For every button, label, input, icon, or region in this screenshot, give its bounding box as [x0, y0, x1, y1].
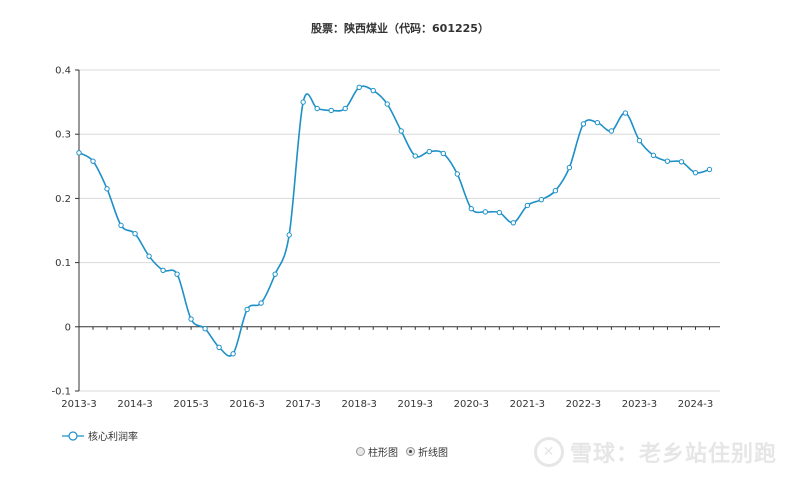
x-tick-label: 2018-3: [342, 399, 377, 410]
data-point[interactable]: [650, 152, 657, 159]
x-tick-label: 2024-3: [678, 399, 713, 410]
data-point[interactable]: [426, 148, 432, 155]
data-point[interactable]: [244, 306, 250, 313]
data-point[interactable]: [454, 171, 460, 177]
data-point[interactable]: [706, 166, 713, 173]
legend-label: 核心利润率: [88, 432, 138, 443]
x-tick-label: 2015-3: [173, 399, 208, 410]
y-tick-label: 0.4: [55, 66, 71, 77]
data-point[interactable]: [342, 105, 348, 112]
data-point[interactable]: [594, 119, 601, 126]
toggle-line-chart[interactable]: 折线图: [406, 444, 448, 459]
y-tick-label: 0.2: [55, 194, 71, 205]
data-point[interactable]: [314, 105, 320, 112]
data-point[interactable]: [132, 231, 138, 237]
data-point[interactable]: [566, 164, 573, 171]
data-point[interactable]: [482, 209, 489, 215]
data-point[interactable]: [468, 205, 475, 212]
data-point[interactable]: [412, 153, 418, 159]
data-point[interactable]: [300, 99, 306, 105]
x-tick-label: 2013-3: [61, 399, 96, 410]
data-point[interactable]: [272, 271, 278, 277]
x-tick-label: 2023-3: [622, 399, 657, 410]
data-point[interactable]: [104, 186, 110, 192]
legend-item[interactable]: 核心利润率: [62, 428, 138, 443]
series-line: [78, 85, 710, 357]
watermark: ✕ 雪球：老乡站住别跑: [534, 436, 777, 468]
data-point[interactable]: [188, 316, 194, 322]
data-point[interactable]: [118, 222, 124, 229]
data-point[interactable]: [230, 351, 236, 357]
data-point[interactable]: [216, 344, 222, 351]
data-point[interactable]: [76, 150, 82, 156]
data-point[interactable]: [496, 209, 503, 216]
data-point[interactable]: [160, 267, 166, 274]
data-point[interactable]: [552, 187, 559, 194]
data-point[interactable]: [202, 326, 208, 332]
y-tick-label: 0.1: [55, 258, 71, 269]
data-point[interactable]: [328, 107, 334, 114]
data-point[interactable]: [356, 84, 362, 91]
y-tick-label: -0.1: [51, 387, 71, 398]
snowball-logo-icon: ✕: [534, 437, 564, 467]
data-point[interactable]: [286, 232, 292, 238]
data-point[interactable]: [90, 158, 96, 164]
y-tick-label: 0.3: [55, 130, 71, 141]
y-tick-labels: -0.1 0 0.1 0.2 0.3 0.4: [51, 66, 71, 398]
data-point[interactable]: [510, 220, 517, 226]
data-point[interactable]: [258, 300, 264, 306]
x-tick-label: 2019-3: [398, 399, 433, 410]
data-point[interactable]: [636, 137, 643, 144]
data-point[interactable]: [384, 101, 390, 107]
x-tick-label: 2020-3: [454, 399, 489, 410]
toggle-bar-chart[interactable]: 柱形图: [356, 444, 398, 459]
data-point[interactable]: [580, 121, 587, 127]
x-tick-label: 2022-3: [566, 399, 601, 410]
series-layer: [76, 84, 713, 357]
chart-title: 股票：陕西煤业（代码：601225）: [311, 22, 489, 35]
x-tick-label: 2017-3: [285, 399, 320, 410]
data-point[interactable]: [146, 253, 152, 259]
axes: [75, 69, 720, 392]
radio-icon[interactable]: [356, 447, 365, 456]
data-point[interactable]: [440, 150, 446, 157]
chart-type-toggle: 柱形图 折线图: [356, 444, 448, 459]
x-tick-labels: 2013-3 2014-3 2015-3 2016-3 2017-3 2018-3 2019…: [61, 399, 713, 410]
data-point[interactable]: [678, 159, 685, 165]
data-point[interactable]: [664, 158, 671, 164]
data-point[interactable]: [370, 87, 376, 94]
data-point[interactable]: [174, 271, 180, 277]
x-tick-label: 2014-3: [117, 399, 152, 410]
data-point[interactable]: [524, 202, 531, 209]
data-point[interactable]: [538, 196, 545, 203]
toggle-bar-label: 柱形图: [368, 448, 398, 459]
watermark-text: 雪球：老乡站住别跑: [570, 442, 778, 467]
data-point[interactable]: [622, 110, 629, 116]
data-point[interactable]: [398, 128, 404, 134]
toggle-line-label: 折线图: [418, 448, 448, 459]
data-point[interactable]: [608, 128, 615, 134]
data-point[interactable]: [692, 170, 699, 176]
y-tick-label: 0: [65, 322, 71, 333]
radio-selected-icon[interactable]: [406, 447, 415, 456]
x-tick-label: 2021-3: [510, 399, 545, 410]
legend-line-icon: [62, 430, 84, 441]
x-tick-label: 2016-3: [229, 399, 264, 410]
grid-lines: [79, 69, 720, 392]
